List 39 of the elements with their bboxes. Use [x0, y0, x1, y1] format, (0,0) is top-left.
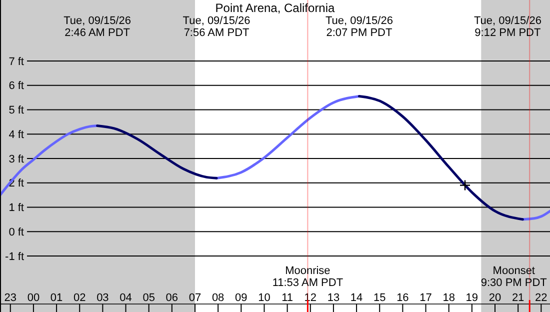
- x-tick-label: 10: [258, 292, 270, 304]
- x-tick-label: 00: [27, 292, 40, 304]
- x-tick-label: 08: [212, 292, 224, 304]
- x-tick-label: 22: [535, 292, 548, 304]
- x-tick-label: 15: [373, 292, 386, 304]
- x-tick-label: 04: [120, 292, 132, 304]
- x-tick-label: 16: [396, 292, 409, 304]
- y-tick-label: 1 ft: [8, 202, 24, 214]
- x-tick-label: 05: [142, 292, 155, 304]
- ref-line-label: Moonset 9:30 PM PDT: [480, 265, 548, 289]
- y-tick-label: 3 ft: [8, 153, 24, 166]
- x-tick-label: 02: [73, 292, 86, 304]
- y-tick-label: -1 ft: [5, 250, 24, 263]
- x-tick-label: 17: [420, 292, 432, 304]
- x-tick-label: 21: [512, 292, 524, 304]
- annotation: Tue, 09/15/26 7:56 AM PDT: [182, 15, 250, 39]
- x-tick-label: 06: [166, 292, 178, 304]
- x-tick-label: 19: [466, 292, 478, 304]
- ref-line-label: Moonrise 11:53 AM PDT: [272, 265, 344, 289]
- y-tick-label: 7 ft: [8, 56, 24, 68]
- y-tick-label: 6 ft: [8, 80, 24, 92]
- x-tick-label: 14: [350, 292, 363, 304]
- x-tick-label: 12: [304, 292, 317, 304]
- x-tick-label: 07: [188, 292, 202, 304]
- x-tick-label: 03: [96, 292, 109, 304]
- annotation: Tue, 09/15/26 2:46 AM PDT: [64, 15, 132, 39]
- chart-title: Point Arena, California: [215, 1, 336, 15]
- x-tick-label: 23: [4, 292, 17, 304]
- x-tick-label: 18: [442, 292, 455, 304]
- y-tick-label: 5 ft: [8, 104, 24, 117]
- x-tick-label: 09: [235, 292, 248, 304]
- annotation: Tue, 09/15/26 2:07 PM PDT: [325, 15, 393, 39]
- x-tick-label: 01: [50, 292, 63, 304]
- y-tick-label: 4 ft: [8, 128, 24, 141]
- annotation: Tue, 09/15/26 9:12 PM PDT: [474, 15, 542, 39]
- x-tick-label: 20: [488, 292, 502, 304]
- x-tick-label: 13: [327, 292, 340, 304]
- x-tick-label: 11: [282, 292, 294, 304]
- y-tick-label: 0 ft: [8, 226, 24, 238]
